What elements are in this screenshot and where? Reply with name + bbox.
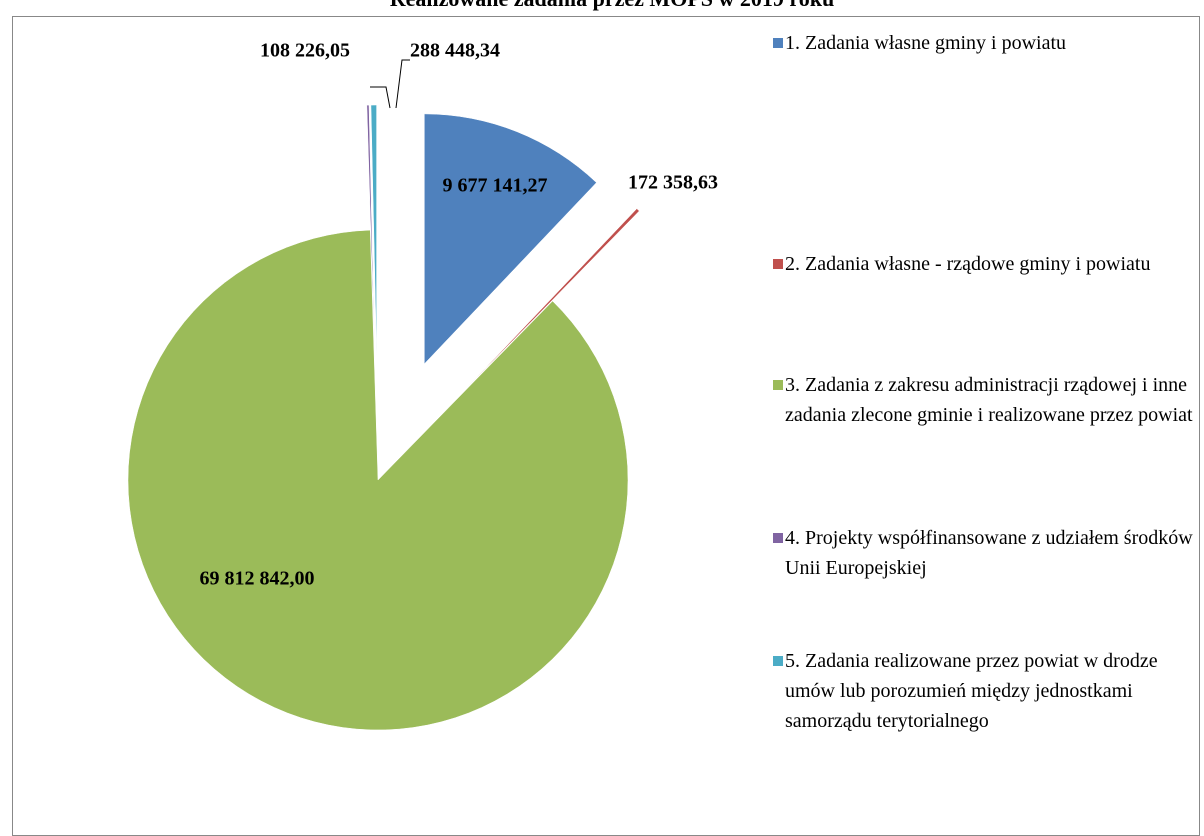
legend-label: 2. Zadania własne - rządowe gminy i powi…	[785, 253, 1151, 275]
data-label: 108 226,05	[260, 40, 350, 62]
legend-item: 1. Zadania własne gminy i powiatu	[773, 28, 1193, 58]
legend-swatch	[773, 656, 783, 666]
data-label: 172 358,63	[628, 172, 718, 194]
legend-label: 1. Zadania własne gminy i powiatu	[785, 32, 1067, 54]
legend-label: 3. Zadania z zakresu administracji rządo…	[785, 374, 1193, 426]
legend-item: 4. Projekty współfinansowane z udziałem …	[773, 523, 1193, 583]
data-label: 288 448,34	[410, 40, 500, 62]
leader-line	[370, 86, 391, 109]
legend-swatch	[773, 380, 783, 390]
chart-title: Realizowane zadania przez MOPS w 2019 ro…	[390, 0, 834, 11]
legend-item: 5. Zadania realizowane przez powiat w dr…	[773, 646, 1193, 736]
legend-swatch	[773, 259, 783, 269]
pie-slice	[424, 113, 597, 365]
leader-line	[395, 59, 410, 109]
pie-slice	[464, 208, 640, 391]
legend-item: 2. Zadania własne - rządowe gminy i powi…	[773, 249, 1193, 279]
legend-item: 3. Zadania z zakresu administracji rządo…	[773, 370, 1193, 430]
legend-swatch	[773, 38, 783, 48]
pie-slice	[127, 229, 629, 731]
data-label: 69 812 842,00	[200, 568, 315, 590]
pie-slice	[370, 104, 377, 356]
data-label: 9 677 141,27	[443, 175, 548, 197]
pie-slice	[366, 104, 375, 356]
legend-swatch	[773, 533, 783, 543]
legend-label: 5. Zadania realizowane przez powiat w dr…	[785, 650, 1158, 732]
legend-label: 4. Projekty współfinansowane z udziałem …	[785, 527, 1193, 579]
